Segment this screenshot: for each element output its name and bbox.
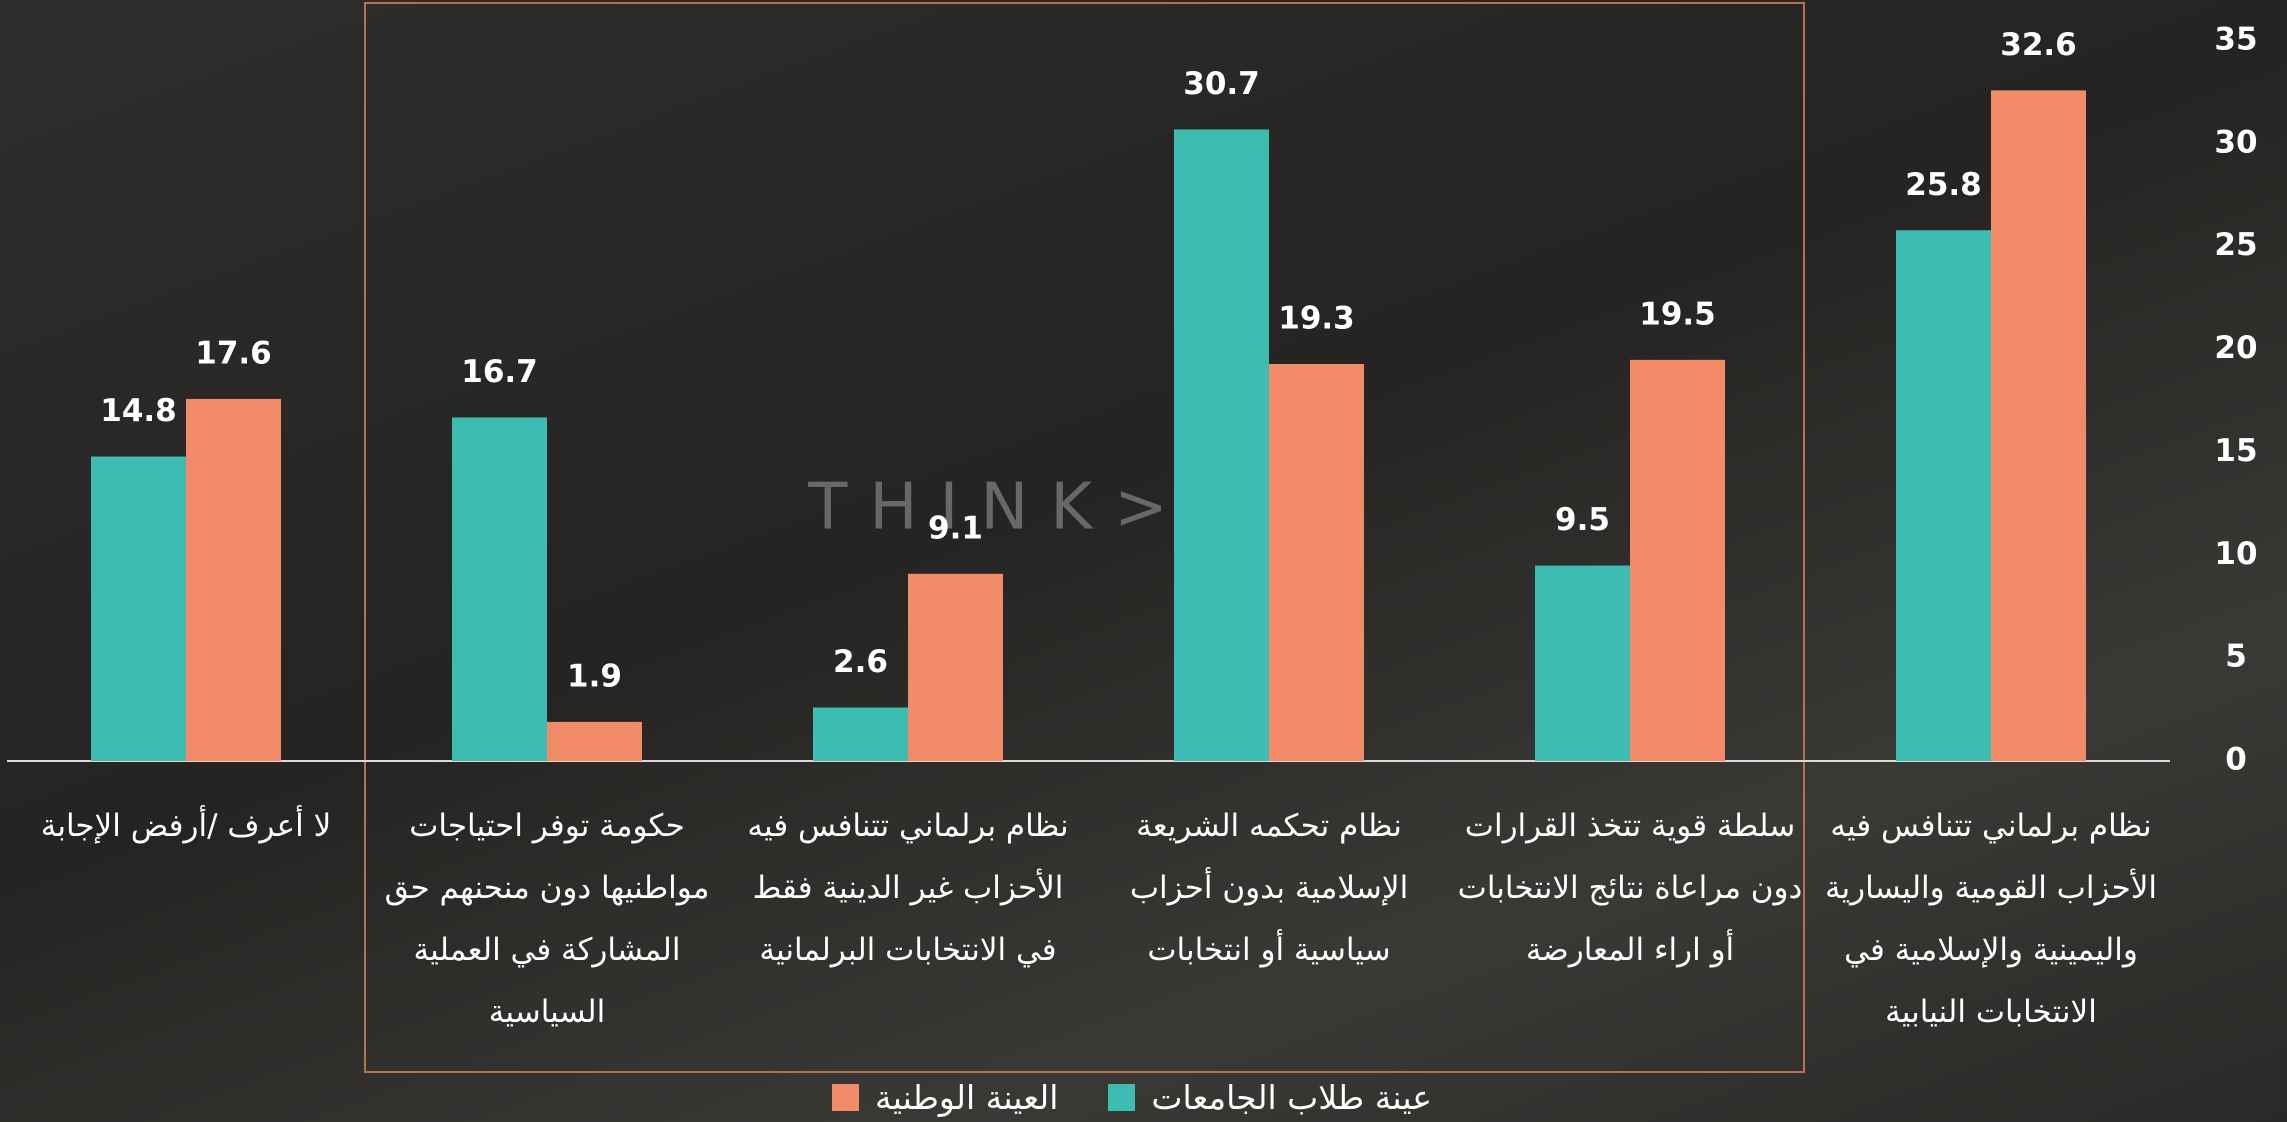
bar (1896, 230, 1991, 761)
value-label: 17.6 (195, 335, 272, 371)
x-tick-label: حكومة توفر احتياجات مواطنيها دون منحنهم … (384, 808, 710, 1030)
bar (1269, 363, 1364, 761)
legend-swatch (832, 1084, 859, 1111)
bar (91, 456, 186, 761)
value-label: 19.3 (1278, 300, 1355, 336)
bar (1535, 565, 1630, 761)
x-tick-label: نظام برلماني تتنافس فيه الأحزاب غير الدي… (747, 808, 1069, 968)
bar (452, 417, 547, 761)
value-label: 9.5 (1555, 502, 1610, 538)
x-tick-label: سلطة قوية تتخذ القرارات دون مراعاة نتائج… (1457, 808, 1803, 968)
x-tick-label: نظام تحكمه الشريعة الإسلامية بدون أحزاب … (1129, 808, 1409, 968)
x-tick-label: نظام برلماني تتنافس فيه الأحزاب القومية … (1824, 808, 2158, 1030)
x-tick-label: لا أعرف /أرفض الإجابة (40, 808, 332, 844)
legend-item: عينة طلاب الجامعات (1108, 1078, 1432, 1117)
watermark: THINK> (807, 471, 1190, 545)
value-label: 30.7 (1183, 66, 1260, 102)
bar (813, 707, 908, 761)
legend-label: العينة الوطنية (875, 1078, 1059, 1117)
bar (186, 398, 281, 761)
value-label: 1.9 (567, 658, 622, 694)
y-tick-label: 5 (2225, 639, 2247, 675)
legend-swatch (1108, 1084, 1136, 1111)
value-label: 25.8 (1905, 167, 1982, 203)
y-tick-label: 0 (2225, 742, 2247, 778)
value-label: 14.8 (100, 393, 177, 429)
value-label: 9.1 (928, 510, 983, 546)
y-tick-label: 25 (2214, 227, 2257, 263)
bar (547, 721, 642, 761)
value-label: 2.6 (833, 644, 888, 680)
y-tick-label: 35 (2214, 22, 2257, 58)
y-tick-label: 30 (2214, 124, 2257, 160)
legend-label: عينة طلاب الجامعات (1151, 1078, 1432, 1117)
y-tick-label: 20 (2214, 330, 2257, 366)
legend-item: العينة الوطنية (832, 1078, 1058, 1117)
bar (1174, 129, 1269, 761)
bar (1991, 90, 2086, 761)
value-label: 32.6 (2000, 27, 2077, 63)
value-label: 16.7 (461, 354, 538, 390)
y-tick-label: 15 (2214, 433, 2257, 469)
value-label: 19.5 (1639, 296, 1716, 332)
highlight-box (364, 2, 1805, 1073)
bar (1630, 359, 1725, 761)
y-tick-label: 10 (2214, 536, 2257, 572)
legend: عينة طلاب الجامعات العينة الوطنية (700, 1078, 1564, 1117)
bar (908, 573, 1003, 761)
